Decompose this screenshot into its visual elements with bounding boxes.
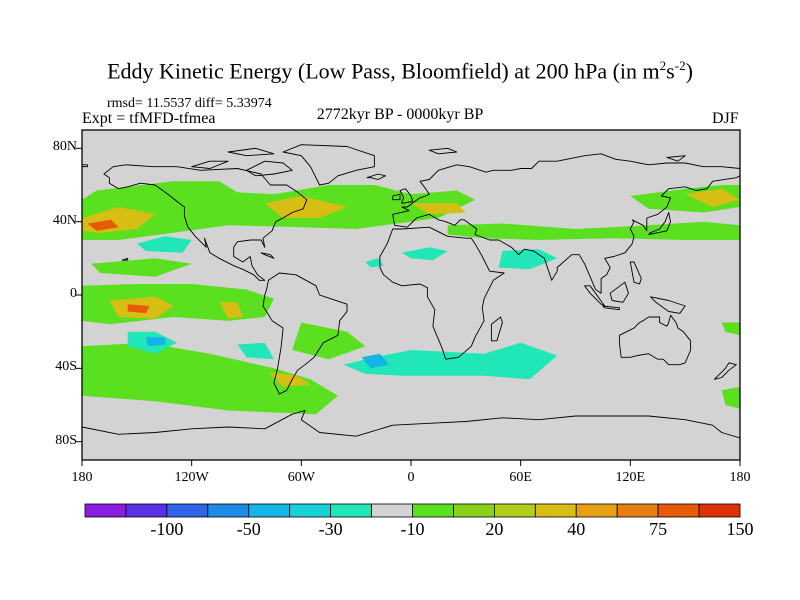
chart-title-unit-exp2: -2 <box>674 58 686 73</box>
coastline-22 <box>428 147 458 155</box>
colorbar-box-0 <box>84 503 127 518</box>
colorbar-label: 150 <box>726 519 754 539</box>
season-label: DJF <box>712 110 739 127</box>
colorbar-box-5 <box>289 503 332 518</box>
coastline-19 <box>227 147 275 157</box>
coastline-2 <box>282 144 375 186</box>
coastline-16 <box>713 362 737 380</box>
chart-title-close: ) <box>685 58 693 84</box>
x-tick-label: 120E <box>615 470 646 485</box>
y-tick-label: 40S <box>55 359 77 375</box>
coastline-4 <box>392 153 740 294</box>
colorbar-box-2 <box>166 503 209 518</box>
x-tick-label: 0 <box>407 470 415 485</box>
anomaly-region-20 <box>237 342 274 360</box>
coastline-6 <box>366 173 386 180</box>
anomaly-region-5 <box>82 342 338 415</box>
anomaly-region-7 <box>721 322 740 336</box>
coastline-13 <box>649 296 686 314</box>
colorbar-label: 40 <box>567 519 586 539</box>
anomaly-region-11 <box>411 203 466 215</box>
stats-text: rmsd= 11.5537 diff= 5.33974 <box>107 96 272 111</box>
anomaly-region-15 <box>685 188 740 207</box>
coastline-3 <box>379 226 505 360</box>
coastline-23 <box>666 155 686 162</box>
anomaly-region-17 <box>127 304 150 314</box>
coastline-24 <box>121 257 129 261</box>
y-tick-label: 0 <box>70 286 77 301</box>
x-tick-label: 60W <box>287 470 315 485</box>
colorbar-box-7 <box>371 503 413 518</box>
colorbar-label: -50 <box>236 519 261 539</box>
x-tick-label: 180 <box>71 470 93 485</box>
anomaly-region-23 <box>498 249 558 270</box>
colorbar-label: -100 <box>150 519 184 539</box>
coastline-7 <box>618 314 692 366</box>
anomaly-region-14 <box>268 372 311 387</box>
anomaly-region-22 <box>401 247 448 261</box>
x-tick-label: 120W <box>174 470 209 485</box>
coastline-17 <box>246 160 293 177</box>
coastline-14 <box>629 261 642 285</box>
anomaly-region-26 <box>146 337 167 347</box>
coastline-10 <box>584 285 606 307</box>
colorbar-box-6 <box>330 503 372 518</box>
colorbar-label: 20 <box>485 519 504 539</box>
anomaly-region-16 <box>87 219 119 231</box>
coastline-21 <box>392 193 401 201</box>
colorbar-box-8 <box>412 503 454 518</box>
anomaly-region-1 <box>447 221 740 240</box>
x-tick-label: 60E <box>509 470 532 485</box>
colorbar-box-14 <box>657 503 700 518</box>
colorbar-box-10 <box>493 503 536 518</box>
colorbar-box-12 <box>575 503 618 518</box>
coastline-12 <box>609 281 629 303</box>
coastline-1 <box>262 272 348 395</box>
anomaly-region-25 <box>361 353 390 369</box>
anomaly-region-18 <box>136 236 192 253</box>
anomaly-region-6 <box>292 322 366 360</box>
colorbar-label: -10 <box>400 519 425 539</box>
colorbar-box-1 <box>125 503 168 518</box>
coastline-11 <box>602 305 620 311</box>
y-tick-label: 80N <box>52 139 77 155</box>
anomaly-region-21 <box>343 342 558 380</box>
colorbar <box>84 503 741 518</box>
period-label: 2772kyr BP - 0000kyr BP <box>316 106 484 123</box>
chart-title-unit-s: s <box>666 58 675 84</box>
chart-title: Eddy Kinetic Energy (Low Pass, Bloomfiel… <box>0 58 800 84</box>
anomaly-region-10 <box>264 196 347 218</box>
colorbar-box-3 <box>207 503 250 518</box>
y-tick-label: 40N <box>52 212 77 228</box>
colorbar-box-4 <box>248 503 291 518</box>
anomaly-region-24 <box>365 258 384 268</box>
colorbar-label: 75 <box>649 519 668 539</box>
coastline-5 <box>399 188 414 204</box>
coastline-0 <box>103 164 308 281</box>
coastline-9 <box>490 316 503 342</box>
anomaly-region-8 <box>721 386 740 409</box>
coastline-20 <box>260 252 275 259</box>
coastlines <box>82 144 740 460</box>
axis-ticks <box>76 147 741 466</box>
colorbar-label: -30 <box>318 519 343 539</box>
colorbar-box-9 <box>453 503 495 518</box>
chart-title-text: Eddy Kinetic Energy (Low Pass, Bloomfiel… <box>107 58 660 84</box>
chart-title-unit-exp1: 2 <box>659 58 667 73</box>
colorbar-box-11 <box>534 503 577 518</box>
experiment-label: Expt = tfMFD-tfmea <box>82 110 216 127</box>
coastline-15 <box>648 212 671 235</box>
coastline-18 <box>191 160 229 169</box>
anomaly-region-3 <box>91 258 192 277</box>
colorbar-box-15 <box>698 503 741 518</box>
anomaly-region-13 <box>219 302 243 319</box>
coastline-8 <box>82 410 740 460</box>
colorbar-box-13 <box>616 503 659 518</box>
coastline-25 <box>82 164 88 168</box>
anomaly-regions <box>82 181 740 415</box>
x-tick-label: 180 <box>729 470 751 485</box>
y-tick-label: 80S <box>55 432 77 448</box>
